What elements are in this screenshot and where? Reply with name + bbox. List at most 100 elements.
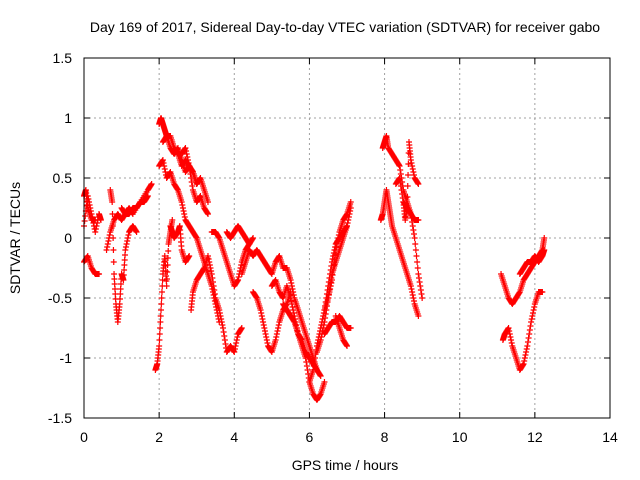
data-point	[531, 304, 538, 310]
data-point	[516, 290, 523, 296]
data-point	[344, 223, 350, 229]
data-point	[525, 335, 532, 341]
data-point	[410, 295, 417, 301]
series-t7	[152, 217, 176, 373]
data-point	[347, 199, 354, 205]
data-point	[290, 310, 297, 316]
data-point	[93, 223, 100, 229]
data-point	[109, 199, 116, 205]
data-point	[156, 337, 163, 343]
data-point	[122, 244, 129, 250]
data-point	[204, 199, 211, 205]
series-t23	[321, 313, 354, 337]
data-point	[161, 166, 168, 172]
data-point	[415, 181, 422, 187]
x-tick-label: 0	[80, 429, 88, 445]
data-point	[334, 238, 341, 244]
data-point	[261, 325, 268, 331]
data-point	[132, 228, 139, 234]
data-point	[207, 265, 214, 271]
data-point	[159, 277, 166, 283]
data-point	[524, 339, 531, 345]
data-point	[164, 255, 171, 261]
data-point	[235, 277, 242, 283]
data-point	[186, 167, 193, 173]
data-point	[218, 316, 225, 322]
data-point	[405, 172, 412, 178]
data-point	[416, 279, 423, 285]
data-point	[310, 367, 317, 373]
data-point	[180, 208, 187, 214]
data-point	[253, 294, 260, 300]
data-point	[165, 248, 172, 254]
y-tick-label: -1	[60, 350, 73, 366]
data-point	[317, 373, 324, 379]
series-t24	[332, 313, 350, 349]
x-tick-label: 8	[381, 429, 389, 445]
data-point	[343, 212, 350, 218]
series-t27	[392, 139, 422, 223]
data-point	[418, 291, 425, 297]
data-point	[273, 331, 280, 337]
data-point	[541, 247, 548, 253]
data-point	[407, 283, 414, 289]
plot-frame	[83, 57, 611, 419]
data-point	[409, 292, 416, 298]
data-point	[92, 226, 99, 232]
data-point	[264, 340, 271, 346]
data-point	[123, 241, 130, 247]
data-point	[330, 267, 337, 273]
x-tick-label: 4	[230, 429, 238, 445]
data-point	[413, 253, 420, 259]
data-point	[290, 292, 297, 298]
data-point	[526, 331, 533, 337]
data-point	[157, 319, 164, 325]
data-point	[320, 325, 327, 331]
data-point	[290, 307, 297, 313]
data-point	[521, 358, 528, 364]
data-point	[209, 279, 216, 285]
data-point	[312, 355, 319, 361]
data-point	[290, 318, 297, 324]
data-point	[521, 355, 528, 361]
data-point	[110, 247, 117, 253]
data-point	[163, 276, 170, 282]
series-t30	[499, 289, 546, 373]
data-point	[92, 217, 99, 223]
data-point	[206, 259, 213, 265]
data-point	[411, 235, 418, 241]
data-point	[81, 218, 88, 224]
data-point	[205, 256, 212, 262]
series-t17	[250, 289, 294, 355]
data-point	[288, 283, 295, 289]
data-point	[187, 171, 194, 177]
data-point	[156, 343, 163, 349]
series-t2	[81, 253, 103, 277]
data-point	[215, 234, 222, 240]
data-point	[311, 359, 318, 365]
data-point	[397, 171, 404, 177]
data-point	[204, 253, 211, 259]
data-point	[318, 334, 325, 340]
data-point	[218, 319, 225, 325]
data-point	[104, 244, 111, 250]
data-point	[325, 292, 332, 298]
data-point	[258, 310, 265, 316]
data-point	[275, 325, 282, 331]
data-point	[410, 227, 417, 233]
series-t10	[159, 133, 200, 187]
data-point	[124, 235, 131, 241]
data-point	[399, 191, 406, 197]
data-point	[144, 193, 151, 199]
data-point	[258, 313, 265, 319]
data-point	[110, 235, 117, 241]
y-tick-label: 0.5	[53, 170, 73, 186]
data-point	[330, 262, 337, 268]
data-point	[405, 161, 412, 167]
data-point	[326, 289, 333, 295]
data-point	[208, 271, 215, 277]
data-point	[526, 327, 533, 333]
data-point	[397, 167, 404, 173]
data-point	[288, 280, 295, 286]
